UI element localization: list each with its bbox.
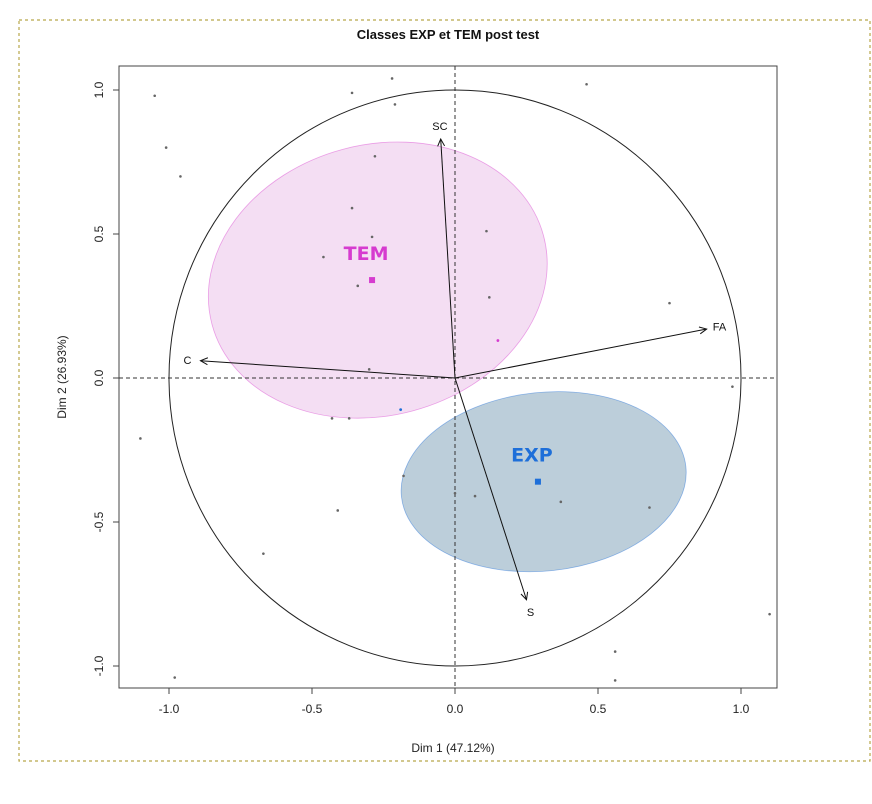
individual-points (139, 77, 771, 682)
individual-point (768, 612, 771, 616)
individual-point (373, 154, 377, 158)
individual-point (350, 206, 354, 210)
individual-point (139, 437, 142, 440)
arrow-s (454, 377, 527, 600)
individual-point (731, 385, 734, 388)
individual-point (330, 417, 334, 420)
individual-point (322, 255, 325, 259)
ellipse-exp (400, 391, 687, 573)
individual-point (402, 474, 405, 478)
individual-point (262, 552, 265, 555)
individual-point (488, 296, 491, 299)
centroid-exp (534, 478, 541, 485)
x-tick-label: 0.5 (590, 702, 607, 716)
individual-point-colored (496, 339, 500, 342)
y-tick-label: -0.5 (92, 511, 106, 532)
chart-title: Classes EXP et TEM post test (357, 27, 540, 42)
unit-circle (168, 89, 742, 667)
individual-point (164, 146, 168, 149)
individual-point (393, 103, 397, 106)
individual-point (350, 91, 354, 95)
individual-point (585, 82, 588, 86)
group-label-exp: EXP (511, 445, 553, 467)
ellipse-tem (207, 141, 548, 419)
x-tick-label: 0.0 (447, 702, 464, 716)
arrow-sc (440, 138, 456, 379)
y-tick-label: 0.5 (92, 225, 106, 242)
x-tick-label: -0.5 (302, 702, 323, 716)
group-centroids: TEM EXP (344, 243, 553, 485)
individual-point (336, 509, 340, 512)
individual-point (370, 235, 374, 239)
x-tick-label: 1.0 (733, 702, 750, 716)
plot-box (118, 65, 778, 689)
individual-point (153, 94, 156, 98)
centroid-tem (369, 277, 376, 284)
correlation-circle (168, 89, 742, 667)
y-tick-label: -1.0 (92, 655, 106, 676)
x-tick-label: -1.0 (159, 702, 180, 716)
variable-label-c: C (184, 355, 192, 367)
individual-point (485, 229, 488, 233)
y-axis-title: Dim 2 (26.93%) (55, 335, 69, 418)
individual-point (367, 368, 371, 371)
individual-point (559, 500, 563, 504)
individual-point (347, 417, 351, 420)
variable-label-sc: SC (432, 121, 447, 133)
individual-point-colored (399, 408, 403, 412)
individual-point (453, 491, 457, 495)
axes: -1.0 -0.5 0.0 0.5 1.0 -1.0 -0.5 0.0 0.5 1.0 (92, 81, 750, 716)
individual-point (648, 506, 651, 509)
variable-arrows: SC FA C S (184, 121, 727, 619)
arrow-fa (454, 328, 707, 379)
y-tick-label: 0.0 (92, 369, 106, 386)
individual-point (613, 650, 617, 653)
individual-point (390, 77, 394, 80)
y-tick-label: 1.0 (92, 81, 106, 98)
figure-border (18, 19, 871, 762)
individual-point (613, 679, 617, 682)
arrowhead-c (199, 357, 209, 366)
individual-point (173, 676, 177, 679)
arrow-c (200, 360, 456, 379)
individual-point (473, 494, 477, 498)
individual-point (356, 284, 360, 288)
variable-label-s: S (527, 607, 534, 619)
arrowhead-sc (437, 137, 446, 147)
x-axis-title: Dim 1 (47.12%) (411, 741, 494, 755)
variable-label-fa: FA (713, 322, 727, 334)
individual-point (668, 301, 671, 305)
individual-point (179, 175, 182, 178)
arrowhead-fa (698, 326, 708, 335)
arrowhead-s (520, 591, 529, 601)
group-label-tem: TEM (344, 243, 389, 265)
confidence-ellipses (207, 141, 687, 573)
